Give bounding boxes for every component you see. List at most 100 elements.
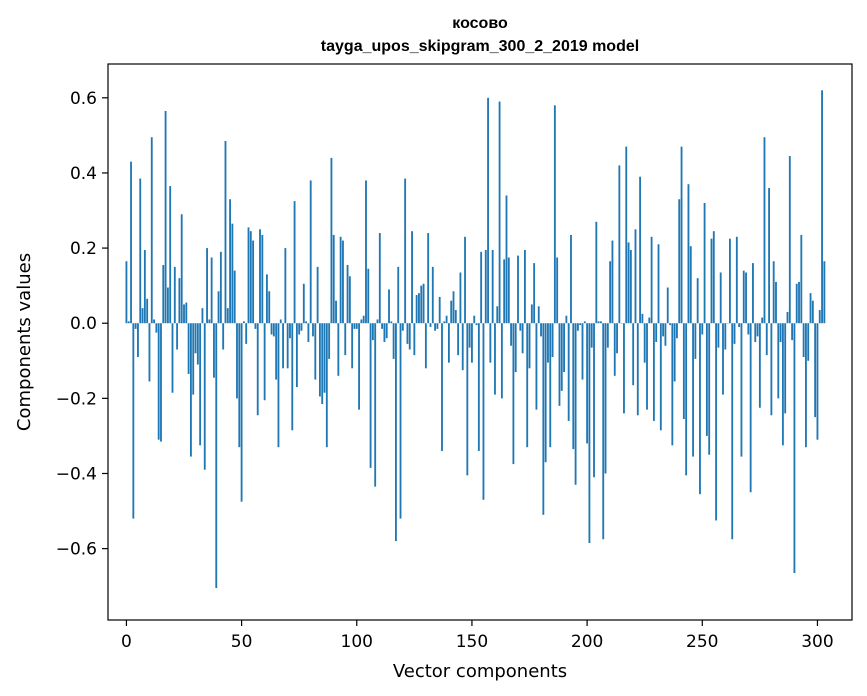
bar bbox=[169, 186, 172, 324]
bar bbox=[185, 302, 188, 324]
bar bbox=[754, 323, 757, 342]
bar bbox=[786, 311, 789, 324]
bar bbox=[335, 300, 337, 324]
bar bbox=[252, 240, 255, 324]
x-tick-label: 50 bbox=[231, 632, 253, 652]
bar bbox=[272, 323, 275, 337]
bar bbox=[613, 323, 616, 376]
bar bbox=[664, 323, 667, 346]
bar bbox=[229, 199, 231, 324]
bar bbox=[480, 251, 483, 324]
bar bbox=[330, 157, 333, 324]
bar bbox=[404, 178, 407, 324]
bar bbox=[289, 323, 291, 339]
bar bbox=[450, 300, 453, 324]
bar bbox=[473, 315, 476, 324]
bar bbox=[171, 323, 174, 393]
bar bbox=[166, 287, 169, 324]
bar bbox=[542, 323, 545, 515]
bar bbox=[160, 323, 162, 442]
bar bbox=[662, 323, 665, 337]
bar bbox=[687, 184, 690, 324]
bar bbox=[600, 321, 602, 324]
bar bbox=[339, 236, 342, 324]
bar bbox=[226, 308, 229, 324]
bar bbox=[802, 323, 805, 358]
bar bbox=[701, 323, 704, 335]
bar bbox=[219, 251, 222, 324]
bar bbox=[798, 281, 800, 324]
bar bbox=[795, 283, 798, 324]
bar bbox=[632, 323, 635, 386]
bar bbox=[203, 323, 206, 470]
bar bbox=[134, 323, 137, 329]
bar bbox=[579, 323, 582, 326]
bar bbox=[376, 319, 379, 324]
bar bbox=[427, 233, 430, 324]
x-tick-label: 300 bbox=[801, 632, 833, 652]
bar bbox=[618, 165, 621, 324]
bar bbox=[482, 323, 485, 500]
bar bbox=[447, 323, 450, 363]
bar bbox=[143, 249, 146, 324]
bar bbox=[233, 270, 236, 324]
bar bbox=[395, 323, 397, 542]
bar bbox=[256, 323, 259, 416]
bar bbox=[676, 323, 678, 339]
bar bbox=[805, 323, 807, 448]
bar bbox=[344, 323, 347, 356]
y-tick-label: −0.6 bbox=[56, 540, 97, 560]
bar bbox=[408, 323, 411, 350]
bar bbox=[544, 323, 547, 463]
bar bbox=[355, 323, 358, 329]
bar bbox=[385, 323, 388, 339]
y-tick-label: 0.4 bbox=[70, 164, 97, 184]
bar bbox=[657, 244, 660, 324]
bar bbox=[648, 317, 651, 324]
bar bbox=[659, 323, 662, 431]
bar bbox=[434, 323, 436, 331]
bar bbox=[745, 272, 747, 324]
y-tick-label: 0.2 bbox=[70, 239, 97, 259]
bar bbox=[791, 323, 794, 341]
bar bbox=[157, 323, 160, 440]
bar bbox=[549, 323, 552, 448]
bar bbox=[738, 323, 741, 327]
bar bbox=[178, 278, 181, 324]
bar bbox=[742, 270, 745, 324]
bar bbox=[164, 110, 167, 324]
bar bbox=[194, 323, 197, 354]
bar bbox=[300, 323, 303, 331]
bar bbox=[560, 323, 563, 391]
bar bbox=[583, 321, 586, 324]
bar bbox=[625, 146, 628, 324]
bar bbox=[678, 199, 681, 324]
bar bbox=[487, 97, 489, 324]
bar bbox=[325, 323, 328, 448]
bar bbox=[415, 295, 418, 324]
bar bbox=[351, 323, 354, 369]
bar bbox=[636, 323, 639, 416]
bar bbox=[784, 323, 787, 414]
bar bbox=[623, 323, 625, 414]
bar bbox=[217, 291, 220, 324]
bar bbox=[132, 323, 135, 519]
x-tick-label: 150 bbox=[456, 632, 488, 652]
y-tick-label: 0.0 bbox=[70, 314, 97, 334]
bar bbox=[588, 323, 591, 543]
bar bbox=[489, 323, 492, 363]
bar bbox=[685, 323, 688, 476]
bar bbox=[282, 323, 284, 369]
bar bbox=[708, 323, 711, 455]
bar bbox=[814, 323, 817, 418]
bar bbox=[512, 323, 515, 465]
bar bbox=[666, 287, 669, 324]
bar bbox=[263, 323, 266, 401]
bar bbox=[224, 141, 227, 324]
bar bbox=[459, 272, 462, 324]
bar bbox=[254, 323, 257, 329]
bar bbox=[187, 323, 190, 374]
bar bbox=[399, 323, 402, 519]
bar bbox=[183, 304, 185, 324]
bar bbox=[348, 276, 351, 324]
